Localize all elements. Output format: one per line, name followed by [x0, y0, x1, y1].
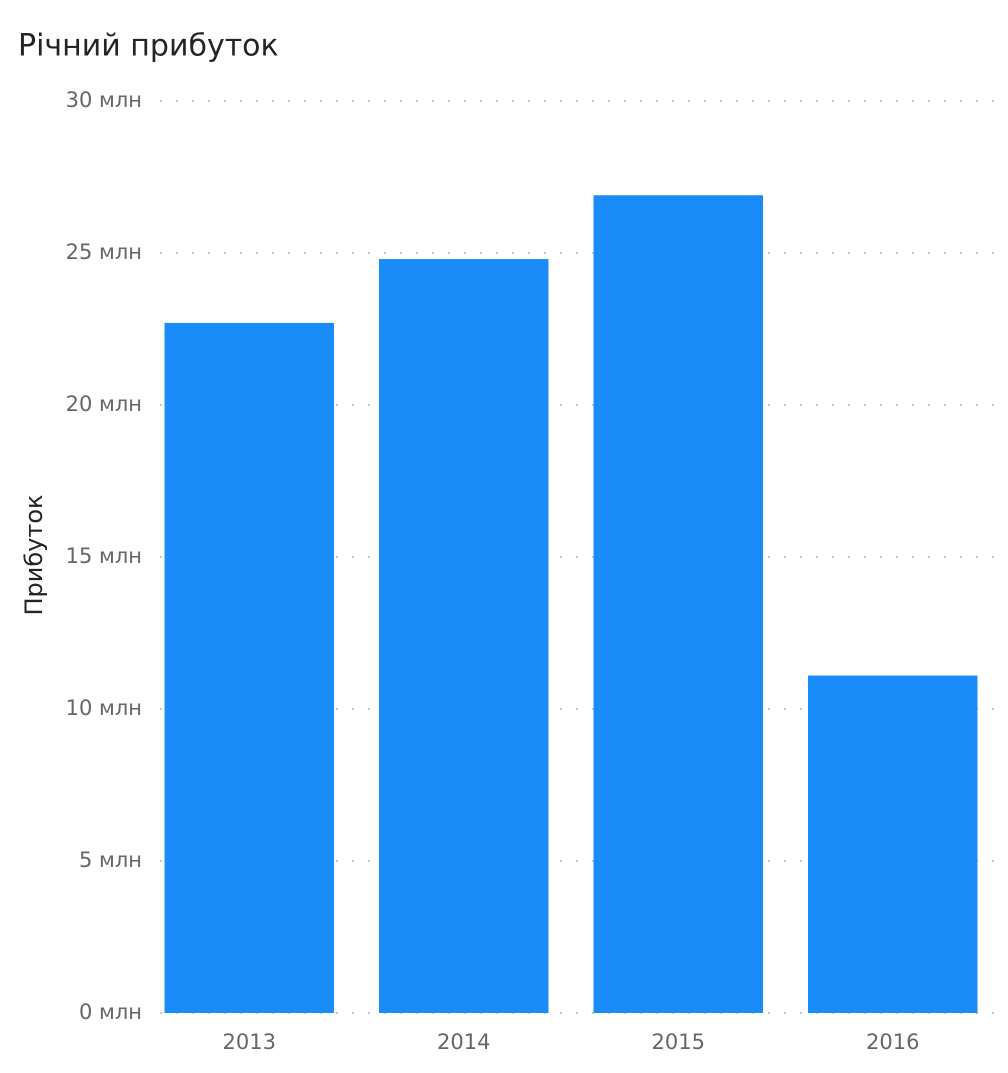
y-tick-label: 5 млн [79, 848, 142, 872]
x-tick-label: 2016 [866, 1030, 919, 1054]
y-tick-label: 10 млн [66, 696, 142, 720]
bar [593, 195, 763, 1014]
y-tick-label: 15 млн [66, 544, 142, 568]
y-tick-label: 25 млн [66, 240, 142, 264]
chart-title: Річний прибуток [18, 29, 279, 64]
x-tick-label: 2013 [223, 1030, 276, 1054]
y-tick-label: 20 млн [66, 392, 142, 416]
x-tick-label: 2015 [652, 1030, 705, 1054]
bar [164, 322, 334, 1013]
bar [379, 259, 549, 1014]
y-tick-label: 0 млн [79, 1000, 142, 1024]
bar [808, 675, 978, 1013]
x-tick-label: 2014 [437, 1030, 490, 1054]
y-axis-title: Прибуток [20, 494, 48, 615]
y-tick-label: 30 млн [66, 88, 142, 112]
